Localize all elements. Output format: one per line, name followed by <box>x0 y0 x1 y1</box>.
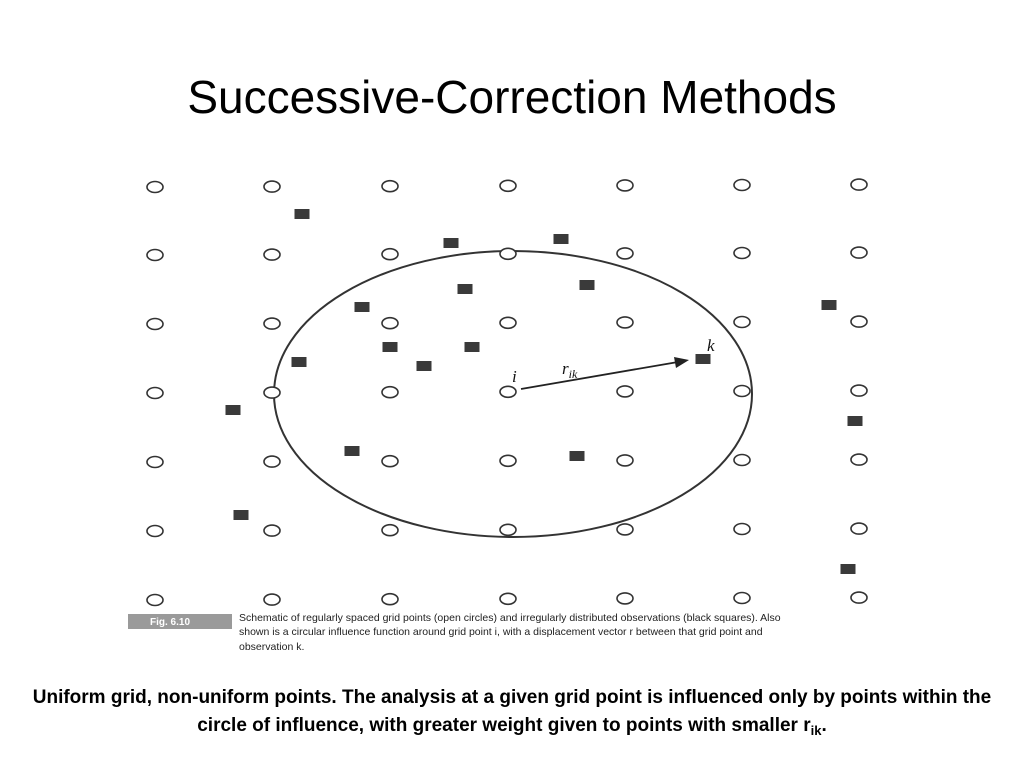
observation-label: k <box>707 336 715 355</box>
vector-subscript: ik <box>569 367 578 381</box>
grid-point <box>263 317 281 330</box>
summary-main: Uniform grid, non-uniform points. The an… <box>32 687 992 736</box>
grid-point <box>616 592 634 605</box>
grid-point <box>146 317 164 331</box>
observation-square <box>225 405 241 415</box>
grid-point <box>733 522 751 536</box>
summary-suffix: . <box>821 715 827 736</box>
observation-square <box>443 238 459 248</box>
grid-points <box>146 178 868 607</box>
observation-square <box>847 416 863 426</box>
grid-point <box>733 384 751 398</box>
grid-point <box>499 316 517 330</box>
observation-square <box>457 284 473 294</box>
grid-point-label: i <box>512 367 517 386</box>
grid-point <box>850 591 868 604</box>
grid-point <box>850 246 868 259</box>
grid-point <box>850 522 868 535</box>
grid-point <box>263 455 281 468</box>
grid-point <box>499 523 517 537</box>
grid-point <box>263 248 281 261</box>
observations <box>225 209 863 574</box>
grid-point <box>499 454 517 468</box>
fig-label-bar <box>128 614 232 629</box>
grid-point <box>146 455 164 469</box>
grid-point <box>263 593 281 606</box>
grid-point <box>381 179 399 193</box>
observation-square <box>354 302 370 312</box>
grid-point <box>381 454 399 468</box>
vector-line <box>520 361 679 390</box>
observation-square <box>569 451 585 461</box>
observation-square <box>464 342 480 352</box>
figure-caption: Fig. 6.10 Schematic of regularly spaced … <box>128 612 781 653</box>
vector-arrowhead <box>674 357 689 368</box>
summary-text: Uniform grid, non-uniform points. The an… <box>20 684 1004 740</box>
grid-point <box>733 453 751 467</box>
observation-square <box>344 446 360 456</box>
grid-point <box>263 524 281 537</box>
grid-point <box>733 315 751 329</box>
caption-line-2: shown is a circular influence function a… <box>239 626 763 638</box>
grid-point <box>146 248 164 262</box>
grid-point <box>733 178 751 192</box>
grid-point <box>733 246 751 260</box>
grid-point <box>263 386 281 399</box>
vector-symbol: r <box>562 359 569 378</box>
fig-label: Fig. 6.10 <box>150 617 190 628</box>
grid-point <box>381 592 399 606</box>
grid-point <box>616 454 634 467</box>
grid-point <box>381 316 399 330</box>
summary-subscript: ik <box>810 723 822 738</box>
grid-point <box>616 385 634 398</box>
grid-point <box>616 179 634 192</box>
grid-point <box>850 384 868 397</box>
grid-point <box>850 315 868 328</box>
observation-square <box>291 357 307 367</box>
grid-point <box>499 385 517 399</box>
grid-point <box>616 316 634 329</box>
grid-point <box>499 247 517 261</box>
observation-square <box>294 209 310 219</box>
grid-point <box>381 523 399 537</box>
grid-point <box>616 523 634 536</box>
grid-point <box>499 179 517 193</box>
grid-point <box>499 592 517 606</box>
grid-point <box>146 593 164 607</box>
observation-square <box>416 361 432 371</box>
observation-square <box>821 300 837 310</box>
grid-point <box>733 591 751 605</box>
grid-point <box>263 180 281 193</box>
observation-square <box>579 280 595 290</box>
grid-point <box>850 453 868 466</box>
caption-line-3: observation k. <box>239 641 304 653</box>
grid-point <box>146 180 164 194</box>
displacement-vector <box>520 357 689 390</box>
grid-point <box>146 386 164 400</box>
observation-square <box>840 564 856 574</box>
grid-point <box>146 524 164 538</box>
caption-line-1: Schematic of regularly spaced grid point… <box>239 612 781 624</box>
observation-square <box>382 342 398 352</box>
observation-square <box>553 234 569 244</box>
grid-point <box>616 247 634 260</box>
vector-label: rik <box>562 359 578 381</box>
grid-point <box>381 247 399 261</box>
observation-square <box>233 510 249 520</box>
slide-title: Successive-Correction Methods <box>187 71 837 123</box>
grid-point <box>381 385 399 399</box>
observation-square <box>695 354 711 364</box>
grid-point <box>850 178 868 191</box>
